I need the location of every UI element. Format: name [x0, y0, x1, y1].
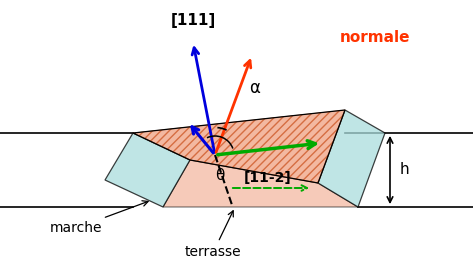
- Text: [111]: [111]: [170, 13, 216, 28]
- Polygon shape: [318, 110, 385, 207]
- Text: h: h: [400, 162, 410, 178]
- Text: [11-2]: [11-2]: [244, 171, 292, 185]
- Polygon shape: [133, 110, 345, 183]
- Text: α: α: [250, 79, 261, 97]
- Text: marche: marche: [50, 201, 148, 235]
- Polygon shape: [163, 160, 358, 207]
- Text: θ: θ: [215, 167, 225, 182]
- Polygon shape: [105, 133, 190, 207]
- Text: normale: normale: [340, 30, 411, 45]
- Text: terrasse: terrasse: [185, 211, 242, 259]
